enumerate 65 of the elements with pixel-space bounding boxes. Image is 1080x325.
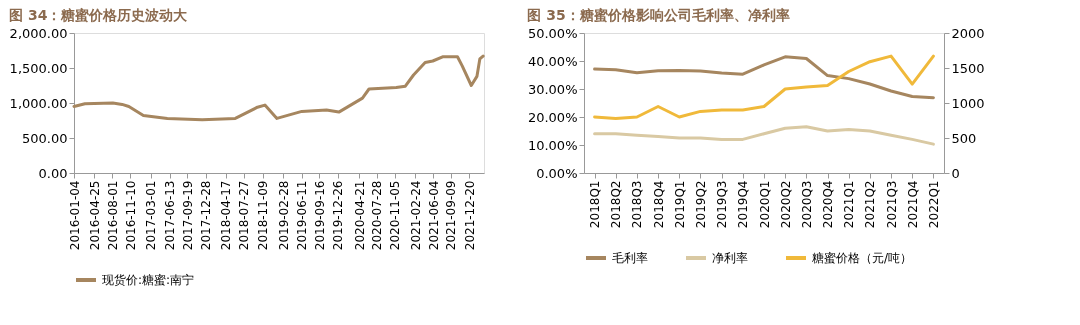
legend-label: 净利率 <box>712 251 748 265</box>
x-tick-label: 2019Q3 <box>715 180 730 229</box>
x-tick-label: 2019-02-28 <box>276 180 291 251</box>
x-tick-label: 2016-01-04 <box>67 180 82 251</box>
x-tick-label: 2018Q4 <box>651 180 666 229</box>
line-series <box>72 54 485 122</box>
legend-label: 毛利率 <box>612 251 648 265</box>
x-tick-label: 2019-09-16 <box>312 180 327 251</box>
x-tick-label: 2017-09-19 <box>180 180 195 251</box>
x-tick-label: 2019-06-11 <box>295 180 310 251</box>
x-tick-label: 2019Q2 <box>693 180 708 229</box>
y-tick-label: 20.00% <box>527 109 578 125</box>
chart-title: 图 34：糖蜜价格历史波动大 <box>9 7 189 23</box>
x-tick-label: 2016-08-01 <box>105 180 120 251</box>
line-series <box>593 125 935 146</box>
line-series <box>593 54 935 120</box>
x-tick-label: 2017-03-01 <box>144 180 159 251</box>
x-tick-label: 2020Q3 <box>799 180 814 229</box>
y-tick-label: 10.00% <box>527 137 578 153</box>
x-tick-label: 2018Q3 <box>630 180 645 229</box>
x-tick-label: 2016-11-10 <box>124 180 138 251</box>
x-tick-label: 2021Q2 <box>863 180 878 229</box>
x-tick-label: 2019Q4 <box>736 180 751 229</box>
x-tick-label: 2021Q3 <box>884 180 899 229</box>
x-tick-label: 2018-07-27 <box>237 180 252 251</box>
legend-label: 现货价:糖蜜:南宁 <box>102 273 195 287</box>
x-tick-label: 2018Q1 <box>588 180 603 229</box>
x-tick-label: 2021-02-24 <box>408 180 423 251</box>
y2-tick-label: 500 <box>951 130 977 146</box>
x-tick-label: 2021-09-09 <box>444 180 459 251</box>
x-tick-label: 2022Q1 <box>926 180 941 229</box>
x-tick-label: 2020Q2 <box>778 180 793 229</box>
x-tick-label: 2021-12-20 <box>462 180 477 251</box>
y-tick-label: 40.00% <box>527 53 578 69</box>
y-tick-label: 0.00 <box>38 165 68 181</box>
line-series <box>593 55 935 100</box>
x-tick-label: 2020Q4 <box>821 180 836 229</box>
x-tick-label: 2020-11-05 <box>388 180 403 251</box>
x-tick-label: 2016-04-25 <box>87 180 102 251</box>
y2-tick-label: 0 <box>951 165 960 181</box>
y2-tick-label: 1000 <box>951 95 985 111</box>
y-tick-label: 1,500.00 <box>9 60 68 76</box>
y-tick-label: 50.00% <box>527 25 578 41</box>
y-tick-label: 1,000.00 <box>9 95 68 111</box>
y-tick-label: 0.00% <box>536 165 578 181</box>
x-tick-label: 2019Q1 <box>672 180 687 229</box>
x-tick-label: 2020Q1 <box>757 180 772 229</box>
x-tick-label: 2017-06-13 <box>163 180 178 251</box>
x-tick-label: 2017-12-28 <box>199 180 214 251</box>
x-tick-label: 2021Q4 <box>905 180 920 229</box>
x-tick-label: 2021Q1 <box>842 180 857 229</box>
y-tick-label: 500.00 <box>22 130 68 146</box>
y2-tick-label: 1500 <box>951 60 985 76</box>
x-tick-label: 2019-12-26 <box>331 180 346 251</box>
x-tick-label: 2020-07-28 <box>370 180 385 251</box>
x-tick-label: 2018-11-09 <box>256 180 271 251</box>
x-tick-label: 2018-04-17 <box>219 180 233 251</box>
y-tick-label: 30.00% <box>527 81 578 97</box>
y-tick-label: 2,000.00 <box>9 25 68 41</box>
x-tick-label: 2020-04-21 <box>352 180 367 251</box>
x-tick-label: 2021-06-04 <box>426 180 441 251</box>
legend-label: 糖蜜价格（元/吨） <box>812 251 913 265</box>
y2-tick-label: 2000 <box>951 25 985 41</box>
x-tick-label: 2018Q2 <box>609 180 624 229</box>
chart-title: 图 35：糖蜜价格影响公司毛利率、净利率 <box>527 7 790 23</box>
